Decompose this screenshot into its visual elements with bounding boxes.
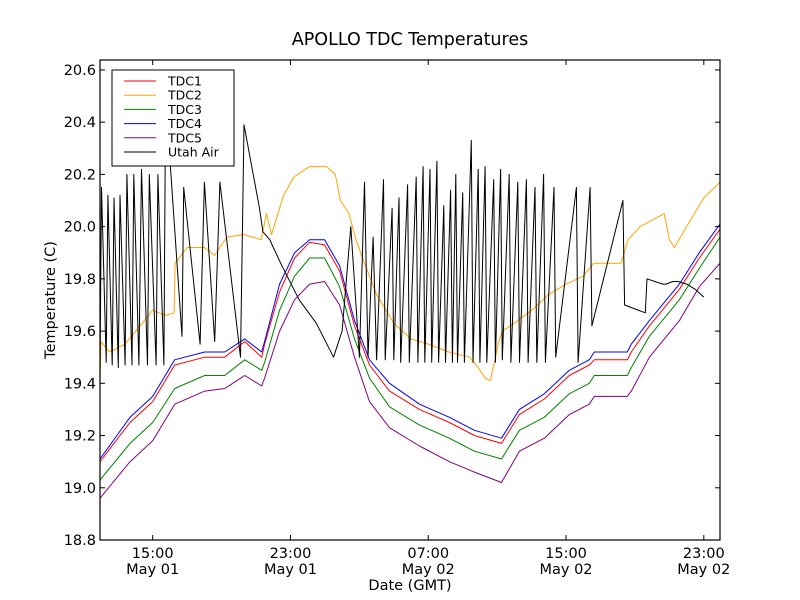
x-tick-label-date: May 02 [402, 562, 455, 578]
legend-label: TDC1 [167, 74, 202, 89]
legend-label: Utah Air [168, 145, 220, 160]
legend-label: TDC2 [167, 88, 202, 103]
legend-label: TDC4 [167, 116, 202, 131]
x-tick-label-date: May 02 [677, 562, 730, 578]
y-tick-label: 20.0 [64, 220, 96, 236]
y-axis-label: Temperature (C) [43, 241, 59, 360]
series-line-utah-air [100, 95, 705, 371]
y-tick-label: 20.2 [64, 167, 96, 183]
chart-title: APOLLO TDC Temperatures [292, 30, 528, 50]
x-tick-label-date: May 01 [264, 562, 317, 578]
y-tick-label: 18.8 [64, 533, 96, 549]
series-line-tdc1 [100, 228, 720, 463]
x-tick-label-time: 23:00 [270, 546, 312, 562]
x-tick-label-time: 23:00 [683, 546, 725, 562]
x-tick-label-date: May 02 [540, 562, 593, 578]
y-tick-label: 20.6 [64, 63, 96, 79]
series-line-tdc5 [100, 262, 720, 499]
y-tick-label: 19.0 [64, 481, 96, 497]
x-tick-label-time: 15:00 [545, 546, 587, 562]
series-line-tdc4 [100, 223, 720, 460]
legend-label: TDC3 [167, 102, 202, 117]
x-tick-label-time: 15:00 [132, 546, 174, 562]
legend-box [111, 69, 235, 167]
y-tick-label: 19.8 [64, 272, 96, 288]
x-tick-label-time: 07:00 [407, 546, 449, 562]
y-tick-label: 19.2 [64, 429, 96, 445]
x-tick-label-date: May 01 [126, 562, 179, 578]
y-tick-label: 19.4 [64, 376, 96, 392]
y-tick-label: 19.6 [64, 324, 96, 340]
y-tick-label: 20.4 [64, 115, 96, 131]
plot-frame [99, 59, 721, 541]
series-line-tdc3 [100, 236, 720, 481]
x-axis-label: Date (GMT) [368, 578, 451, 594]
legend-label: TDC5 [167, 130, 202, 145]
